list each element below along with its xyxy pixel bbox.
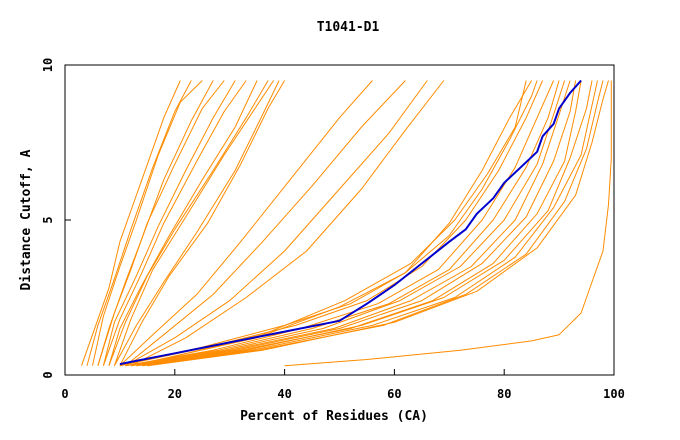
series-line-middle	[125, 80, 428, 367]
series-line-shallow	[147, 80, 604, 367]
series-line-middle	[130, 80, 445, 367]
x-axis: 0 20 40 60 80 100	[61, 369, 625, 401]
x-tick-label: 80	[497, 387, 511, 401]
series-line-shallow	[136, 80, 577, 367]
series-line-shallow	[136, 80, 527, 367]
series-line-shallow	[136, 80, 582, 367]
series-line-middle	[119, 80, 373, 367]
y-tick-label: 0	[41, 371, 55, 378]
x-tick-label: 40	[277, 387, 291, 401]
series-line-middle	[125, 80, 406, 367]
x-tick-label: 0	[61, 387, 68, 401]
series-line-steep	[97, 80, 225, 366]
y-tick-label: 10	[41, 58, 55, 72]
series-line-outlier	[284, 80, 612, 367]
series-line-steep	[119, 80, 286, 366]
series-line-shallow	[119, 80, 544, 367]
y-axis-label: Distance Cutoff, A	[19, 149, 34, 290]
chart-title: T1041-D1	[317, 20, 380, 35]
series-line-steep	[102, 80, 247, 366]
series-line-steep	[113, 80, 275, 366]
series-line-shallow	[147, 80, 609, 367]
series-line-steep	[108, 80, 258, 366]
series-line-steep	[92, 80, 203, 366]
series-line-shallow	[141, 80, 593, 367]
series-line-shallow	[141, 80, 598, 367]
x-tick-label: 60	[387, 387, 401, 401]
series-layer	[81, 79, 612, 367]
series-line-steep	[81, 80, 181, 366]
series-line-highlight	[119, 79, 582, 366]
series-line-shallow	[125, 80, 560, 367]
y-axis: 0 5 10	[41, 58, 71, 379]
series-line-shallow	[130, 80, 571, 367]
y-tick-label: 5	[41, 216, 55, 223]
series-line-shallow	[130, 80, 538, 367]
series-line-steep	[113, 80, 280, 366]
x-axis-label: Percent of Residues (CA)	[240, 409, 428, 424]
series-line-shallow	[125, 80, 555, 367]
x-tick-label: 20	[168, 387, 182, 401]
series-line-steep	[86, 80, 192, 366]
x-tick-label: 100	[603, 387, 625, 401]
series-line-steep	[102, 80, 236, 366]
series-line-steep	[108, 80, 269, 366]
